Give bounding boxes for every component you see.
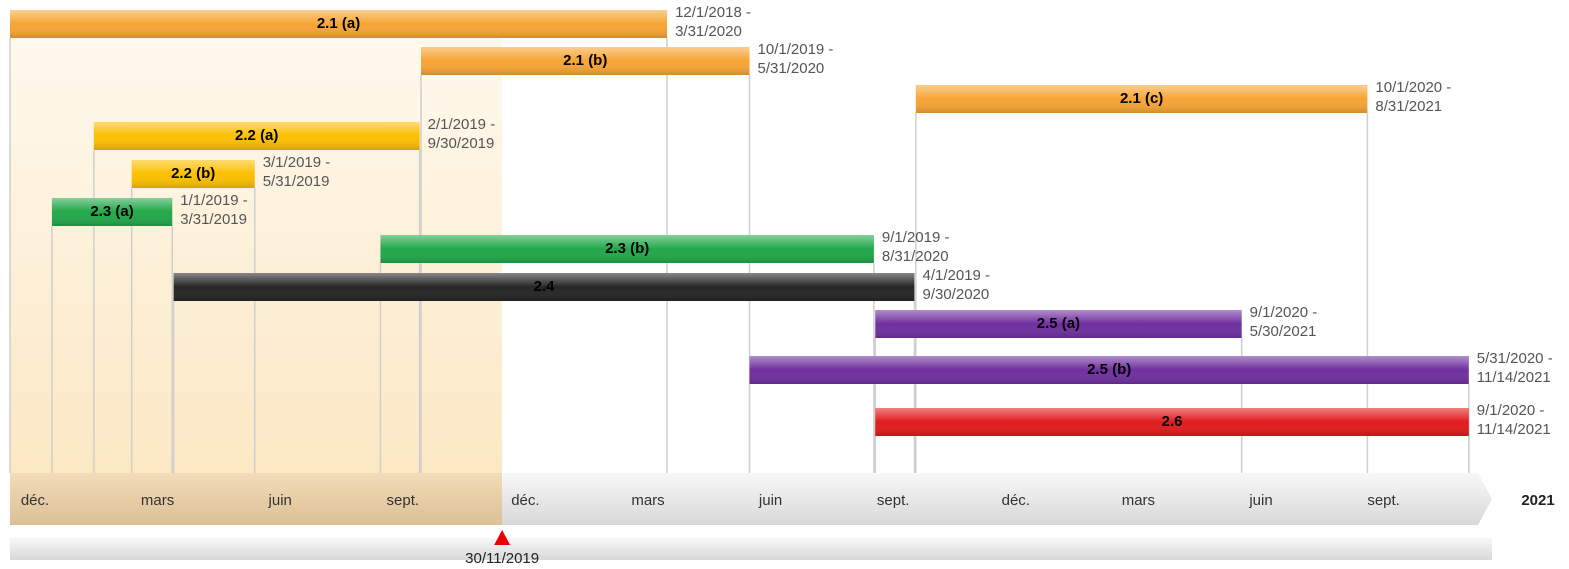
task-end: 5/31/2019 xyxy=(263,173,330,190)
task-start: 4/1/2019 - xyxy=(922,267,990,284)
today-label: 30/11/2019 xyxy=(465,550,539,567)
axis-label: déc. xyxy=(21,492,49,509)
bottom-band xyxy=(10,538,1492,560)
axis-label: sept. xyxy=(1367,492,1400,509)
task-label: 2.2 (b) xyxy=(171,165,215,182)
task-start: 2/1/2019 - xyxy=(428,116,496,133)
timeline: 2.1 (a) 12/1/2018 - 3/31/2020 2.1 (b) 10/1/2… xyxy=(0,0,1569,569)
task-end: 3/31/2019 xyxy=(180,211,247,228)
task-label: 2.3 (a) xyxy=(90,203,133,220)
axis-label: sept. xyxy=(387,492,420,509)
task-start: 10/1/2020 - xyxy=(1375,79,1451,96)
task-end: 8/31/2021 xyxy=(1375,98,1442,115)
task-label: 2.1 (c) xyxy=(1120,90,1163,107)
task-label: 2.5 (a) xyxy=(1037,315,1080,332)
task-start: 9/1/2020 - xyxy=(1477,402,1545,419)
task-label: 2.2 (a) xyxy=(235,127,278,144)
task-label: 2.1 (a) xyxy=(317,15,360,32)
axis-label: juin xyxy=(268,492,292,509)
axis-label: sept. xyxy=(877,492,910,509)
past-region xyxy=(10,10,502,525)
task-start: 9/1/2020 - xyxy=(1250,304,1318,321)
task-end: 5/31/2020 xyxy=(758,60,825,77)
axis-label: déc. xyxy=(511,492,539,509)
task-start: 3/1/2019 - xyxy=(263,154,331,171)
axis-label: juin xyxy=(758,492,782,509)
task-label: 2.5 (b) xyxy=(1087,361,1131,378)
task-end: 9/30/2019 xyxy=(428,135,495,152)
axis-end-label: 2021 xyxy=(1521,492,1554,509)
axis-past xyxy=(10,473,502,525)
axis-label: mars xyxy=(1122,492,1155,509)
task-start: 5/31/2020 - xyxy=(1477,350,1553,367)
axis-label: déc. xyxy=(1002,492,1030,509)
task-end: 3/31/2020 xyxy=(675,23,742,40)
axis-label: mars xyxy=(141,492,174,509)
task-label: 2.1 (b) xyxy=(563,52,607,69)
task-label: 2.6 xyxy=(1162,413,1183,430)
task-label: 2.3 (b) xyxy=(605,240,649,257)
task-start: 1/1/2019 - xyxy=(180,192,248,209)
axis-label: mars xyxy=(631,492,664,509)
task-end: 5/30/2021 xyxy=(1250,323,1317,340)
today-marker xyxy=(494,530,510,545)
axis-label: juin xyxy=(1248,492,1272,509)
task-start: 9/1/2019 - xyxy=(882,229,950,246)
task-start: 12/1/2018 - xyxy=(675,4,751,21)
task-start: 10/1/2019 - xyxy=(758,41,834,58)
task-end: 8/31/2020 xyxy=(882,248,949,265)
task-end: 11/14/2021 xyxy=(1477,421,1551,438)
task-end: 11/14/2021 xyxy=(1477,369,1551,386)
task-end: 9/30/2020 xyxy=(922,286,989,303)
task-label: 2.4 xyxy=(534,278,556,295)
